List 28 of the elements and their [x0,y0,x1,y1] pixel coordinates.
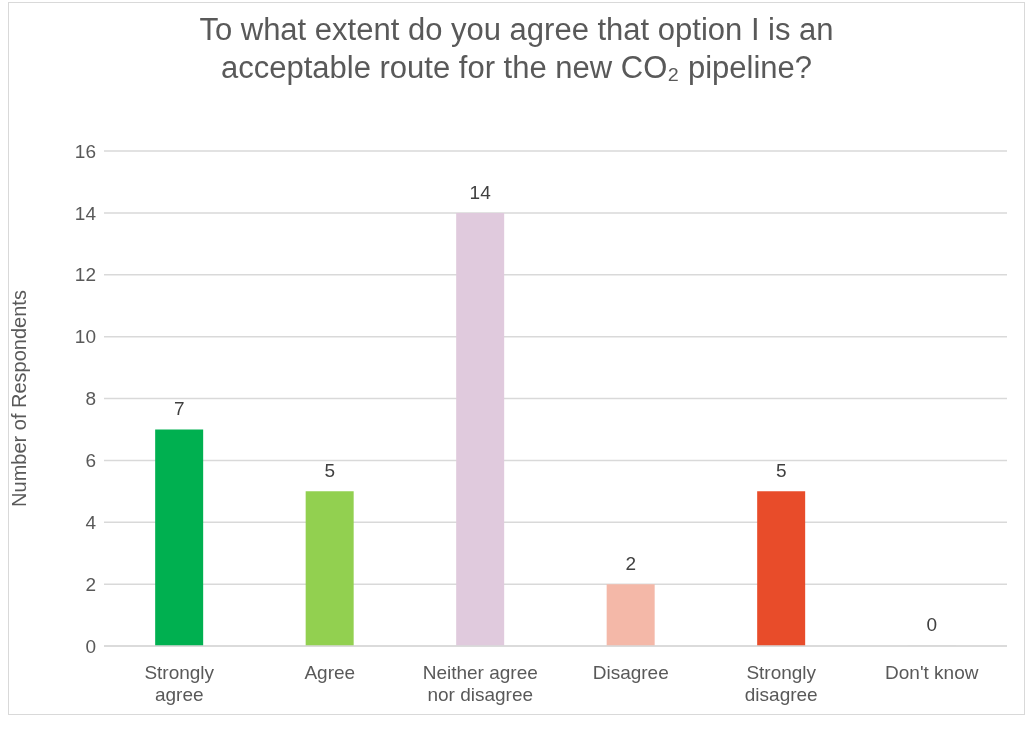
bar [757,491,806,646]
data-label: 5 [775,460,787,482]
bar [606,584,655,646]
x-tick-label: Disagree [592,662,669,684]
x-tick-label: Agree [304,662,356,684]
y-tick-label: 16 [74,140,96,162]
y-tick-label: 10 [74,326,96,348]
data-label: 14 [469,181,492,203]
y-tick-label: 14 [74,202,97,224]
x-tick-label: Neither agree nor disagree [422,662,538,705]
bar [456,212,505,646]
y-tick-label: 4 [85,511,97,533]
bar [155,429,204,646]
y-tick-label: 8 [85,388,96,410]
y-tick-label: 0 [85,635,96,657]
chart-title: To what extent do you agree that option I is an acceptable route for the new CO₂ pipeline? [198,11,835,87]
y-tick-label: 12 [74,264,96,286]
data-label: 2 [625,553,636,575]
y-axis-title: Number of Respondents [8,290,31,507]
x-tick-label: Strongly disagree [744,662,818,705]
data-label: 5 [324,460,335,482]
data-label: 7 [173,398,185,420]
x-tick-label: Don't know [885,662,979,684]
bar [305,491,354,646]
y-tick-label: 6 [85,450,96,472]
x-tick-label: Strongly agree [144,662,215,705]
y-tick-label: 2 [85,573,96,595]
data-label: 0 [926,614,937,635]
